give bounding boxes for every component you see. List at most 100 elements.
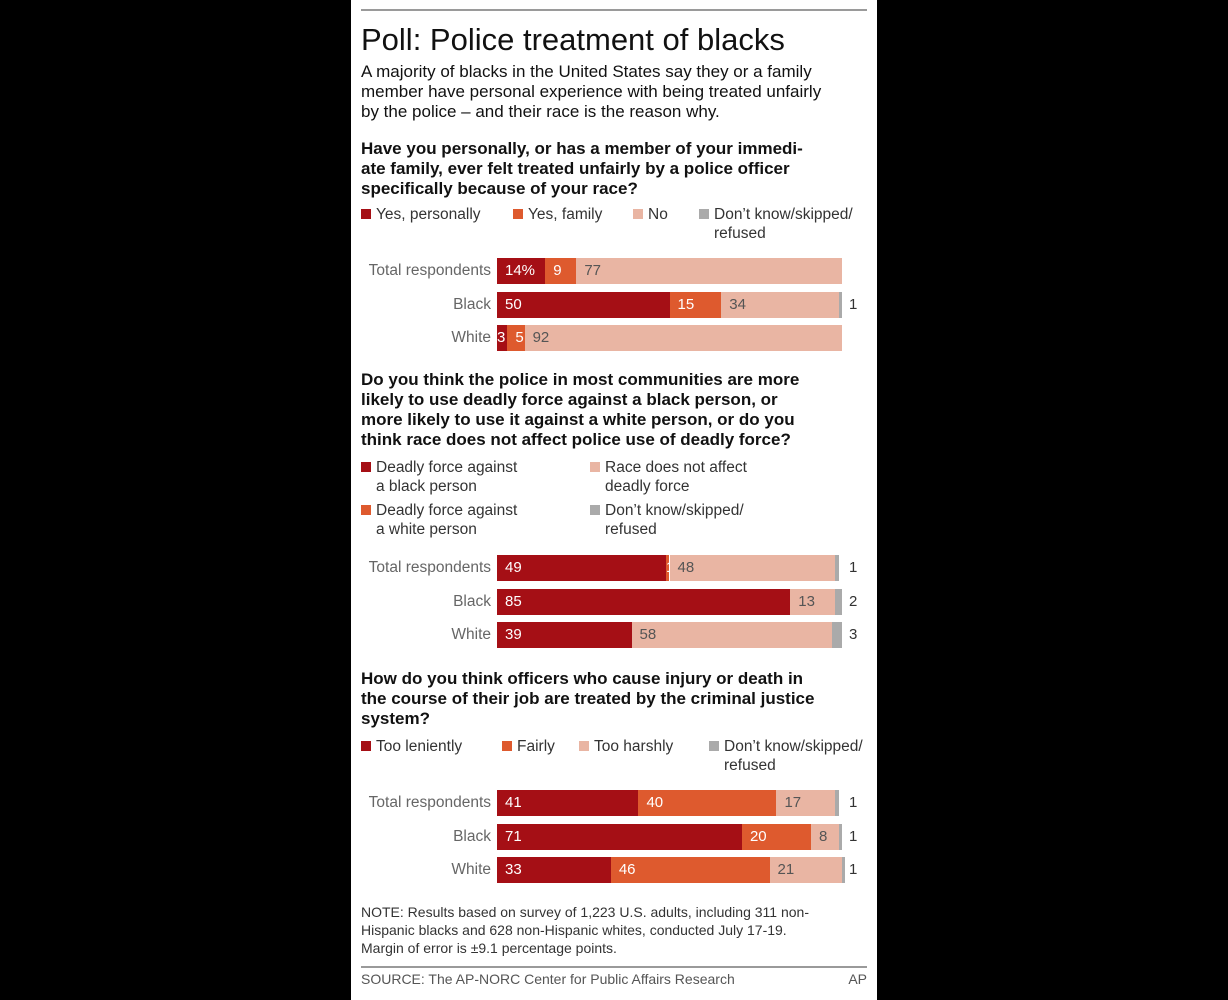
legend-swatch bbox=[502, 741, 512, 751]
bar-segment bbox=[497, 555, 667, 581]
row-label: Black bbox=[453, 295, 491, 313]
bar-segment bbox=[669, 555, 836, 581]
footnote: NOTE: Results based on survey of 1,223 U… bbox=[361, 904, 809, 956]
legend-swatch bbox=[590, 462, 600, 472]
top-rule bbox=[361, 9, 867, 11]
bar-segment bbox=[721, 291, 839, 318]
legend-3-item-1: Too leniently bbox=[361, 737, 462, 756]
bar-segment bbox=[666, 555, 670, 581]
bar-data-label: 40 bbox=[646, 794, 664, 811]
bar-segment bbox=[497, 823, 742, 850]
bar-segment bbox=[497, 325, 508, 351]
bar-data-label: 71 bbox=[505, 827, 522, 845]
legend-1-item-4: Don’t know/skipped/ refused bbox=[699, 205, 853, 243]
row-label: Black bbox=[453, 592, 491, 610]
credit-line: AP bbox=[848, 971, 867, 987]
bar-segment bbox=[790, 588, 836, 615]
bar-data-label: 17 bbox=[784, 794, 802, 811]
row-label: Black bbox=[453, 827, 491, 845]
bar-data-label: 21 bbox=[777, 861, 795, 878]
bar-data-label: 77 bbox=[584, 262, 602, 279]
bar-segment bbox=[631, 622, 832, 648]
bar-data-label: 20 bbox=[749, 827, 767, 845]
bar-data-label: 48 bbox=[677, 559, 695, 576]
bar-data-label: 14% bbox=[505, 262, 536, 279]
bar-segment bbox=[835, 588, 842, 615]
legend-3-item-3: Too harshly bbox=[579, 737, 673, 756]
legend-swatch bbox=[579, 741, 589, 751]
bar-data-label: 13 bbox=[798, 592, 815, 610]
row-label: Total respondents bbox=[368, 794, 491, 811]
bar-segment bbox=[669, 291, 722, 318]
bar-segment bbox=[497, 857, 611, 883]
bar-data-label: 92 bbox=[532, 329, 550, 346]
source-line: SOURCE: The AP-NORC Center for Public Af… bbox=[361, 971, 735, 987]
legend-2-item-3: Race does not affect deadly force bbox=[590, 458, 747, 496]
bar-data-label: 3 bbox=[497, 329, 506, 346]
bottom-rule bbox=[361, 966, 867, 968]
bar-data-label: 49 bbox=[505, 559, 522, 576]
legend-swatch bbox=[709, 741, 719, 751]
page-title: Poll: Police treatment of blacks bbox=[361, 22, 785, 57]
bar-outside-label: 1 bbox=[849, 559, 858, 576]
bar-segment bbox=[497, 258, 546, 284]
bar-outside-label: 3 bbox=[849, 626, 858, 643]
legend-3-item-2: Fairly bbox=[502, 737, 555, 756]
bar-segment bbox=[831, 622, 842, 648]
bar-segment bbox=[497, 588, 791, 615]
bar-segment bbox=[545, 258, 577, 284]
bar-segment bbox=[507, 325, 525, 351]
bar-segment bbox=[610, 857, 770, 883]
bar-segment bbox=[524, 325, 842, 351]
bar-outside-label: 2 bbox=[849, 592, 858, 610]
bar-segment bbox=[842, 857, 846, 883]
legend-2-item-4: Don’t know/skipped/ refused bbox=[590, 501, 744, 539]
row-label: Total respondents bbox=[368, 559, 491, 576]
bar-data-label: 58 bbox=[639, 626, 657, 643]
row-label: White bbox=[451, 861, 491, 878]
legend-3-item-4: Don’t know/skipped/ refused bbox=[709, 737, 863, 775]
legend-swatch bbox=[361, 505, 371, 515]
bar-data-label: 46 bbox=[618, 861, 636, 878]
bar-segment bbox=[810, 823, 839, 850]
bar-outside-label: 1 bbox=[849, 861, 858, 878]
bar-data-label: 5 bbox=[515, 329, 524, 346]
bar-segment bbox=[838, 823, 842, 850]
row-label: White bbox=[451, 626, 491, 643]
bar-segment bbox=[497, 622, 632, 648]
bar-data-label: 8 bbox=[818, 827, 828, 845]
legend-2-item-1: Deadly force against a black person bbox=[361, 458, 517, 496]
bar-segment bbox=[741, 823, 811, 850]
bar-segment bbox=[497, 291, 670, 318]
bar-data-label: 15 bbox=[677, 295, 695, 313]
legend-1-item-2: Yes, family bbox=[513, 205, 602, 224]
legend-swatch bbox=[361, 462, 371, 472]
bar-segment bbox=[776, 790, 836, 816]
question-3: How do you think officers who cause inju… bbox=[361, 669, 815, 728]
bar-data-label: 33 bbox=[505, 861, 522, 878]
legend-swatch bbox=[590, 505, 600, 515]
legend-swatch bbox=[699, 209, 709, 219]
bar-data-label: 34 bbox=[729, 295, 746, 313]
bar-outside-label: 1 bbox=[849, 827, 858, 845]
legend-swatch bbox=[513, 209, 523, 219]
bar-segment bbox=[576, 258, 842, 284]
intro-text: A majority of blacks in the United State… bbox=[361, 62, 822, 121]
question-2: Do you think the police in most communit… bbox=[361, 370, 800, 449]
legend-2-item-2: Deadly force against a white person bbox=[361, 501, 517, 539]
bar-segment bbox=[838, 291, 842, 318]
bar-data-label: 85 bbox=[505, 592, 522, 610]
bar-segment bbox=[769, 857, 842, 883]
legend-1-item-3: No bbox=[633, 205, 668, 224]
bar-segment bbox=[638, 790, 777, 816]
bar-segment bbox=[835, 790, 839, 816]
bar-outside-label: 1 bbox=[849, 295, 858, 313]
bar-data-label: 39 bbox=[505, 626, 522, 643]
bar-data-label: 50 bbox=[505, 295, 522, 313]
bar-data-label: 41 bbox=[505, 794, 522, 811]
bar-segment bbox=[835, 555, 839, 581]
bar-outside-label: 1 bbox=[849, 794, 858, 811]
legend-swatch bbox=[633, 209, 643, 219]
bar-data-label: 9 bbox=[553, 262, 562, 279]
legend-swatch bbox=[361, 741, 371, 751]
